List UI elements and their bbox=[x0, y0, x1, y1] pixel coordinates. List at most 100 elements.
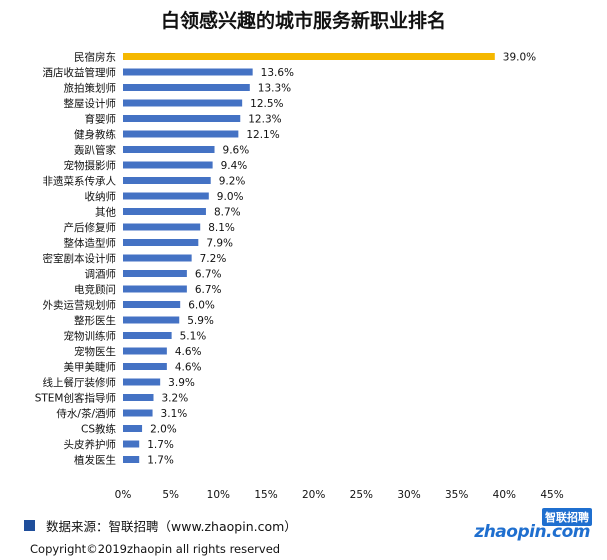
bar bbox=[123, 68, 253, 76]
bar bbox=[123, 285, 187, 293]
chart-title: 白领感兴趣的城市服务新职业排名 bbox=[160, 10, 446, 32]
logo-text-en: zhaopin.com bbox=[474, 522, 590, 542]
x-tick-label: 0% bbox=[115, 489, 132, 501]
value-label: 9.6% bbox=[223, 145, 250, 157]
category-label: 宠物训练师 bbox=[64, 330, 117, 343]
bar-chart: 民宿房东 39.0% 酒店收益管理师 13.6% 旅拍策划师 13.3% 整屋设计师 12.5… bbox=[35, 51, 564, 502]
value-label: 13.3% bbox=[258, 83, 291, 95]
category-label: 旅拍策划师 bbox=[64, 82, 117, 95]
value-label: 6.7% bbox=[195, 269, 222, 281]
value-label: 12.3% bbox=[248, 114, 281, 126]
bar bbox=[123, 316, 180, 324]
x-axis: 0% 5% 10% 15% 20% 25% 30% 35% 40% 45% bbox=[115, 489, 564, 501]
value-label: 3.2% bbox=[162, 393, 189, 405]
value-label: 1.7% bbox=[147, 439, 174, 451]
bar bbox=[123, 409, 153, 417]
bar bbox=[123, 53, 495, 60]
value-label: 9.0% bbox=[217, 191, 244, 203]
data-source-note: 数据来源：智联招聘（www.zhaopin.com） bbox=[46, 519, 297, 534]
category-label: 产后修复师 bbox=[64, 221, 117, 234]
copyright-note: Copyright©2019zhaopin all rights reserve… bbox=[30, 542, 281, 556]
bar bbox=[123, 177, 211, 184]
category-label: 植发医生 bbox=[74, 454, 116, 467]
bar bbox=[123, 332, 172, 339]
category-label: 健身教练 bbox=[74, 128, 116, 141]
bar bbox=[123, 115, 241, 122]
category-label: 酒店收益管理师 bbox=[43, 66, 117, 79]
value-label: 8.1% bbox=[208, 222, 235, 234]
category-label: CS教练 bbox=[81, 423, 116, 436]
category-label: 美甲美睫师 bbox=[64, 361, 117, 374]
value-label: 3.9% bbox=[168, 377, 195, 389]
value-label: 9.2% bbox=[219, 176, 246, 188]
bar bbox=[123, 130, 239, 138]
category-label: 调酒师 bbox=[85, 268, 117, 281]
x-tick-label: 45% bbox=[540, 489, 563, 501]
value-label: 5.9% bbox=[187, 315, 214, 327]
category-label: 宠物医生 bbox=[74, 345, 116, 358]
x-tick-label: 10% bbox=[207, 489, 230, 501]
category-label: 电竞顾问 bbox=[74, 283, 116, 296]
bar bbox=[123, 301, 181, 308]
bar bbox=[123, 146, 215, 153]
value-label: 5.1% bbox=[180, 331, 207, 343]
value-label: 6.0% bbox=[188, 300, 215, 312]
x-tick-label: 40% bbox=[493, 489, 516, 501]
category-label: 收纳师 bbox=[85, 190, 117, 203]
labels-layer: 民宿房东 39.0% 酒店收益管理师 13.6% 旅拍策划师 13.3% 整屋设计师 12.5… bbox=[35, 51, 536, 467]
bar bbox=[123, 425, 143, 432]
value-label: 13.6% bbox=[261, 67, 294, 79]
bar bbox=[123, 270, 187, 277]
category-label: 侍水/茶/酒师 bbox=[56, 407, 116, 420]
category-label: 非遗菜系传承人 bbox=[43, 175, 117, 188]
value-label: 3.1% bbox=[161, 408, 188, 420]
category-label: 线上餐厅装修师 bbox=[43, 376, 117, 389]
x-tick-label: 15% bbox=[254, 489, 277, 501]
x-tick-label: 20% bbox=[302, 489, 325, 501]
category-label: 民宿房东 bbox=[74, 51, 116, 64]
x-tick-label: 5% bbox=[162, 489, 179, 501]
category-label: 密室剧本设计师 bbox=[43, 252, 117, 265]
value-label: 4.6% bbox=[175, 362, 202, 374]
bar bbox=[123, 378, 161, 386]
category-label: 轰趴管家 bbox=[74, 144, 116, 157]
source-marker-square bbox=[24, 520, 35, 531]
value-label: 1.7% bbox=[147, 455, 174, 467]
category-label: STEM创客指导师 bbox=[35, 392, 116, 405]
bar bbox=[123, 223, 201, 231]
bar bbox=[123, 347, 167, 355]
x-tick-label: 30% bbox=[397, 489, 420, 501]
value-label: 7.2% bbox=[200, 253, 227, 265]
bar bbox=[123, 440, 140, 448]
value-label: 39.0% bbox=[503, 52, 536, 64]
category-label: 其他 bbox=[95, 206, 116, 219]
value-label: 2.0% bbox=[150, 424, 177, 436]
value-label: 6.7% bbox=[195, 284, 222, 296]
bar bbox=[123, 208, 206, 215]
value-label: 12.1% bbox=[246, 129, 279, 141]
zhaopin-logo: 智联招聘 zhaopin.com bbox=[474, 508, 592, 544]
category-label: 整体造型师 bbox=[64, 237, 117, 250]
value-label: 9.4% bbox=[221, 160, 248, 172]
category-label: 整屋设计师 bbox=[64, 97, 117, 110]
value-label: 4.6% bbox=[175, 346, 202, 358]
bar bbox=[123, 456, 140, 463]
category-label: 宠物摄影师 bbox=[64, 159, 117, 172]
bar bbox=[123, 192, 209, 200]
logo-text-cn: 智联招聘 bbox=[542, 508, 592, 526]
bar bbox=[123, 394, 154, 401]
bar bbox=[123, 363, 167, 370]
bar bbox=[123, 84, 250, 91]
bars-layer bbox=[123, 53, 495, 463]
category-label: 整形医生 bbox=[74, 314, 116, 327]
bar bbox=[123, 99, 243, 107]
category-label: 外卖运营规划师 bbox=[43, 299, 117, 312]
bar bbox=[123, 239, 199, 246]
value-label: 8.7% bbox=[214, 207, 241, 219]
x-tick-label: 35% bbox=[445, 489, 468, 501]
value-label: 12.5% bbox=[250, 98, 283, 110]
bar bbox=[123, 254, 192, 262]
x-tick-label: 25% bbox=[350, 489, 373, 501]
category-label: 头皮养护师 bbox=[64, 438, 117, 451]
bar bbox=[123, 161, 213, 169]
